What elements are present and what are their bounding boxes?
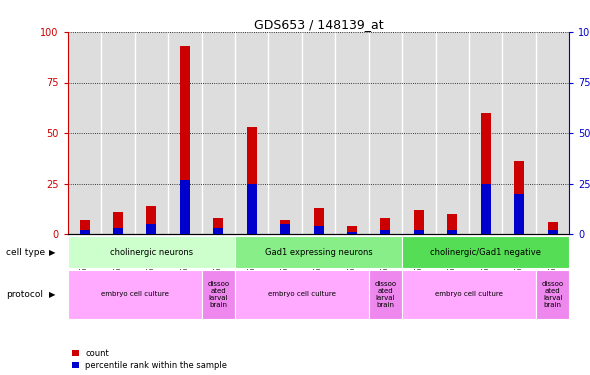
Bar xyxy=(414,210,424,234)
Bar xyxy=(514,194,524,234)
Text: cell type: cell type xyxy=(6,248,45,257)
Bar xyxy=(548,230,558,234)
Bar xyxy=(113,228,123,234)
Bar xyxy=(369,32,402,234)
Bar xyxy=(447,214,457,234)
Text: ▶: ▶ xyxy=(48,290,55,299)
Bar xyxy=(314,208,323,234)
Text: embryo cell culture: embryo cell culture xyxy=(435,291,503,297)
Bar xyxy=(447,230,457,234)
Bar xyxy=(80,230,90,234)
Bar xyxy=(536,32,569,234)
Text: cholinergic/Gad1 negative: cholinergic/Gad1 negative xyxy=(430,248,541,257)
Text: cholinergic neurons: cholinergic neurons xyxy=(110,248,193,257)
Bar xyxy=(514,162,524,234)
Text: ▶: ▶ xyxy=(48,248,55,257)
Text: dissoo
ated
larval
brain: dissoo ated larval brain xyxy=(542,281,563,308)
Bar xyxy=(481,113,491,234)
Bar xyxy=(381,230,391,234)
Bar xyxy=(214,218,224,234)
Bar xyxy=(402,32,435,234)
Bar xyxy=(247,184,257,234)
Bar xyxy=(280,224,290,234)
Bar xyxy=(80,220,90,234)
Bar xyxy=(168,32,202,234)
Title: GDS653 / 148139_at: GDS653 / 148139_at xyxy=(254,18,384,31)
Bar xyxy=(503,32,536,234)
Text: dissoo
ated
larval
brain: dissoo ated larval brain xyxy=(375,281,396,308)
Bar xyxy=(548,222,558,234)
Bar xyxy=(101,32,135,234)
Bar xyxy=(135,32,168,234)
Bar xyxy=(268,32,302,234)
Bar xyxy=(247,127,257,234)
Text: dissoo
ated
larval
brain: dissoo ated larval brain xyxy=(207,281,230,308)
Bar xyxy=(146,206,156,234)
Bar xyxy=(414,230,424,234)
Text: Gad1 expressing neurons: Gad1 expressing neurons xyxy=(265,248,372,257)
Bar xyxy=(469,32,503,234)
Bar xyxy=(146,224,156,234)
Bar xyxy=(347,232,357,234)
Bar xyxy=(381,218,391,234)
Bar xyxy=(235,32,268,234)
Text: embryo cell culture: embryo cell culture xyxy=(101,291,169,297)
Bar xyxy=(347,226,357,234)
Bar xyxy=(314,226,323,234)
Legend: count, percentile rank within the sample: count, percentile rank within the sample xyxy=(72,349,227,370)
Bar xyxy=(68,32,101,234)
Bar xyxy=(113,212,123,234)
Bar xyxy=(481,184,491,234)
Bar xyxy=(180,46,190,234)
Bar xyxy=(435,32,469,234)
Bar xyxy=(335,32,369,234)
Bar xyxy=(202,32,235,234)
Text: embryo cell culture: embryo cell culture xyxy=(268,291,336,297)
Bar xyxy=(302,32,335,234)
Text: protocol: protocol xyxy=(6,290,43,299)
Bar xyxy=(214,228,224,234)
Bar xyxy=(280,220,290,234)
Bar xyxy=(180,180,190,234)
